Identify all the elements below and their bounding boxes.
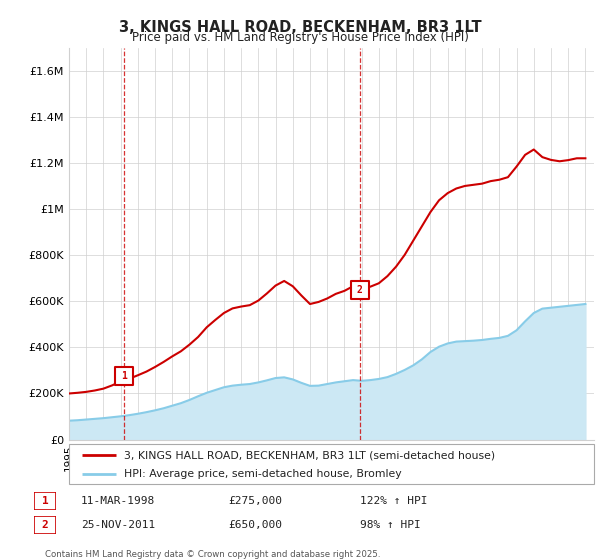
- Text: HPI: Average price, semi-detached house, Bromley: HPI: Average price, semi-detached house,…: [124, 469, 402, 479]
- Text: Price paid vs. HM Land Registry's House Price Index (HPI): Price paid vs. HM Land Registry's House …: [131, 31, 469, 44]
- Point: [355, 285, 365, 294]
- Text: 1: 1: [41, 496, 49, 506]
- Text: 122% ↑ HPI: 122% ↑ HPI: [360, 496, 427, 506]
- Point: [119, 372, 129, 381]
- Text: £650,000: £650,000: [228, 520, 282, 530]
- Text: Contains HM Land Registry data © Crown copyright and database right 2025.
This d: Contains HM Land Registry data © Crown c…: [45, 550, 380, 560]
- Text: 2: 2: [41, 520, 49, 530]
- Text: 11-MAR-1998: 11-MAR-1998: [81, 496, 155, 506]
- Text: 3, KINGS HALL ROAD, BECKENHAM, BR3 1LT: 3, KINGS HALL ROAD, BECKENHAM, BR3 1LT: [119, 20, 481, 35]
- FancyBboxPatch shape: [69, 444, 594, 484]
- Text: 3, KINGS HALL ROAD, BECKENHAM, BR3 1LT (semi-detached house): 3, KINGS HALL ROAD, BECKENHAM, BR3 1LT (…: [124, 450, 495, 460]
- Text: 25-NOV-2011: 25-NOV-2011: [81, 520, 155, 530]
- Text: 2: 2: [357, 284, 363, 295]
- FancyBboxPatch shape: [34, 516, 56, 534]
- Text: 1: 1: [121, 371, 127, 381]
- Text: 98% ↑ HPI: 98% ↑ HPI: [360, 520, 421, 530]
- FancyBboxPatch shape: [34, 492, 56, 510]
- Text: £275,000: £275,000: [228, 496, 282, 506]
